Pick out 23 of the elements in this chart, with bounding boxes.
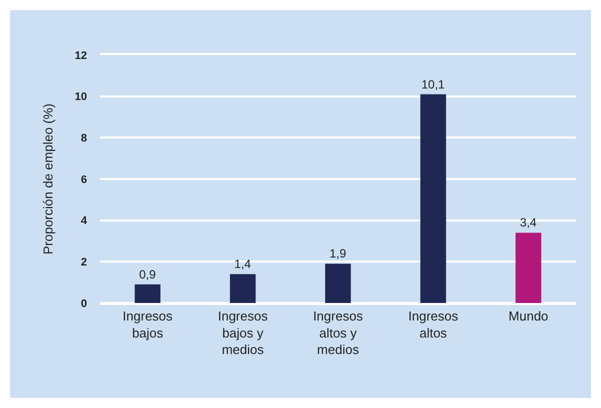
x-tick-label: Mundo — [508, 308, 548, 324]
y-tick-label: 4 — [80, 215, 88, 228]
bar — [325, 264, 351, 303]
y-tick-label: 6 — [80, 174, 87, 186]
bar — [516, 232, 542, 303]
y-tick-label: 10 — [74, 91, 87, 104]
data-label: 0,9 — [139, 267, 156, 282]
x-tick-label: Ingresos bajos — [122, 308, 174, 340]
data-label: 1,4 — [234, 257, 252, 272]
y-axis-title: Proporción de empleo (%) — [40, 103, 56, 255]
y-tick-label: 0 — [80, 298, 87, 310]
bar — [134, 284, 160, 303]
x-tick-label: Ingresos bajos y medios — [218, 308, 268, 358]
bar — [230, 274, 256, 303]
y-tick-label: 12 — [74, 50, 87, 62]
data-label: 1,9 — [329, 246, 347, 261]
bar — [420, 94, 446, 303]
x-tick-label: Ingresos altos y medios — [313, 308, 364, 358]
y-tick-label: 2 — [80, 256, 87, 269]
y-tick-label: 8 — [80, 132, 87, 145]
data-label: 10,1 — [421, 77, 446, 92]
x-tick-label: Ingresos altos — [408, 308, 459, 340]
data-label: 3,4 — [520, 216, 537, 230]
